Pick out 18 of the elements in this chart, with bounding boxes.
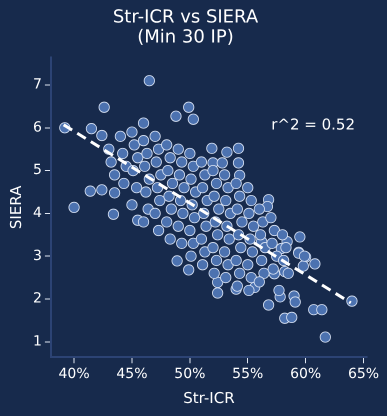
y-tick-label: 5: [32, 162, 42, 178]
x-axis-title: Str-ICR: [183, 388, 235, 407]
chart-title: Str-ICR vs SIERA: [112, 6, 259, 28]
annotation: r^2 = 0.52: [271, 115, 355, 134]
x-tick-label: 55%: [232, 366, 264, 382]
y-tick-label: 6: [32, 119, 42, 136]
x-tick-label: 60%: [290, 366, 322, 382]
y-tick-label: 4: [32, 205, 42, 222]
y-tick-label: 2: [32, 290, 42, 307]
chart-subtitle: (Min 30 IP): [137, 26, 234, 48]
y-tick-label: 3: [32, 248, 42, 264]
y-tick-label: 1: [32, 333, 42, 350]
x-tick-label: 65%: [348, 366, 380, 382]
y-axis-title: SIERA: [6, 184, 25, 230]
y-tick-label: 7: [32, 76, 42, 93]
x-tick-label: 40%: [58, 366, 90, 382]
x-tick-label: 45%: [116, 366, 148, 382]
x-tick-label: 50%: [174, 366, 206, 382]
